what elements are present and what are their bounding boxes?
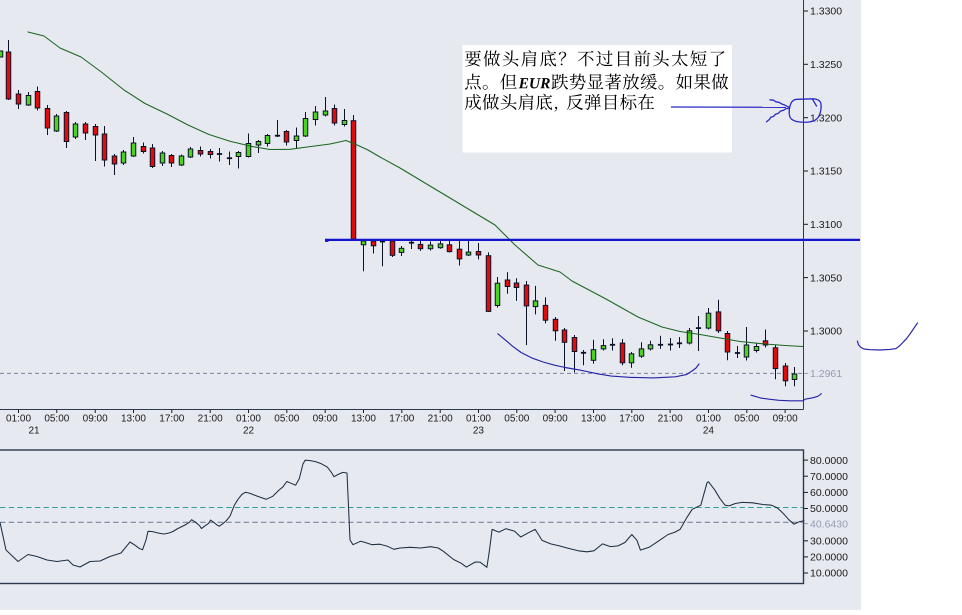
svg-text:60.0000: 60.0000: [810, 487, 848, 499]
svg-text:17:00: 17:00: [389, 413, 414, 424]
svg-text:01:00: 01:00: [466, 413, 491, 424]
svg-text:13:00: 13:00: [121, 413, 146, 424]
svg-text:1.3000: 1.3000: [810, 326, 842, 338]
svg-text:05:00: 05:00: [274, 413, 299, 424]
svg-text:01:00: 01:00: [236, 413, 261, 424]
svg-text:21: 21: [28, 426, 40, 437]
svg-text:21:00: 21:00: [428, 413, 453, 424]
svg-text:01:00: 01:00: [6, 413, 31, 424]
svg-text:1.3150: 1.3150: [810, 166, 842, 178]
svg-text:05:00: 05:00: [44, 413, 69, 424]
svg-text:20.0000: 20.0000: [810, 552, 848, 564]
svg-text:50.0000: 50.0000: [810, 503, 848, 515]
svg-text:70.0000: 70.0000: [810, 471, 848, 483]
svg-text:24: 24: [703, 426, 715, 437]
svg-text:17:00: 17:00: [159, 413, 184, 424]
svg-text:23: 23: [473, 426, 485, 437]
svg-text:17:00: 17:00: [619, 413, 644, 424]
svg-text:1.3050: 1.3050: [810, 272, 842, 284]
svg-text:05:00: 05:00: [504, 413, 529, 424]
svg-text:1.3200: 1.3200: [810, 112, 842, 124]
svg-text:13:00: 13:00: [351, 413, 376, 424]
svg-text:09:00: 09:00: [543, 413, 568, 424]
svg-text:05:00: 05:00: [734, 413, 759, 424]
svg-text:01:00: 01:00: [696, 413, 721, 424]
svg-text:40.6430: 40.6430: [810, 518, 848, 530]
svg-text:30.0000: 30.0000: [810, 536, 848, 548]
svg-text:21:00: 21:00: [658, 413, 683, 424]
svg-text:09:00: 09:00: [773, 413, 798, 424]
svg-text:1.2961: 1.2961: [810, 368, 842, 380]
svg-text:80.0000: 80.0000: [810, 455, 848, 467]
svg-text:1.3100: 1.3100: [810, 219, 842, 231]
svg-text:13:00: 13:00: [581, 413, 606, 424]
svg-text:09:00: 09:00: [83, 413, 108, 424]
svg-text:1.3250: 1.3250: [810, 59, 842, 71]
svg-text:10.0000: 10.0000: [810, 568, 848, 580]
svg-text:09:00: 09:00: [313, 413, 338, 424]
svg-text:22: 22: [243, 426, 255, 437]
svg-text:21:00: 21:00: [198, 413, 223, 424]
svg-text:1.3300: 1.3300: [810, 6, 842, 18]
